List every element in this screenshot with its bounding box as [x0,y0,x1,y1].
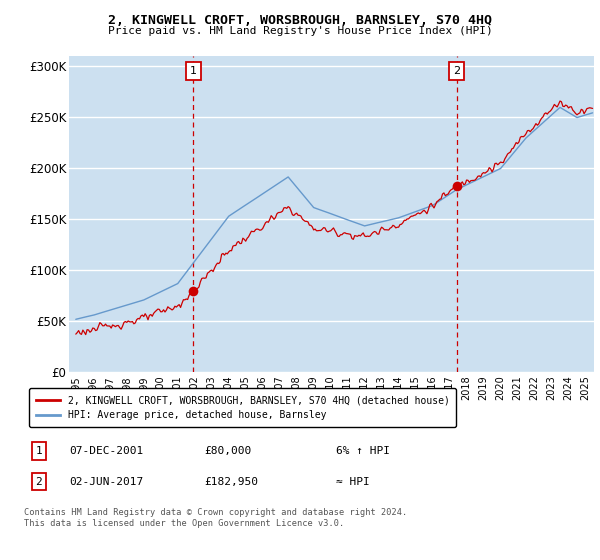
Text: 2: 2 [453,66,460,76]
Text: 07-DEC-2001: 07-DEC-2001 [69,446,143,456]
Text: 1: 1 [35,446,43,456]
Text: 6% ↑ HPI: 6% ↑ HPI [336,446,390,456]
Legend: 2, KINGWELL CROFT, WORSBROUGH, BARNSLEY, S70 4HQ (detached house), HPI: Average : 2, KINGWELL CROFT, WORSBROUGH, BARNSLEY,… [29,389,457,427]
Text: £80,000: £80,000 [204,446,251,456]
Text: £182,950: £182,950 [204,477,258,487]
Text: 02-JUN-2017: 02-JUN-2017 [69,477,143,487]
Text: Price paid vs. HM Land Registry's House Price Index (HPI): Price paid vs. HM Land Registry's House … [107,26,493,36]
Text: 2: 2 [35,477,43,487]
Text: Contains HM Land Registry data © Crown copyright and database right 2024.
This d: Contains HM Land Registry data © Crown c… [24,508,407,528]
Text: ≈ HPI: ≈ HPI [336,477,370,487]
Text: 2, KINGWELL CROFT, WORSBROUGH, BARNSLEY, S70 4HQ: 2, KINGWELL CROFT, WORSBROUGH, BARNSLEY,… [108,14,492,27]
Text: 1: 1 [190,66,197,76]
